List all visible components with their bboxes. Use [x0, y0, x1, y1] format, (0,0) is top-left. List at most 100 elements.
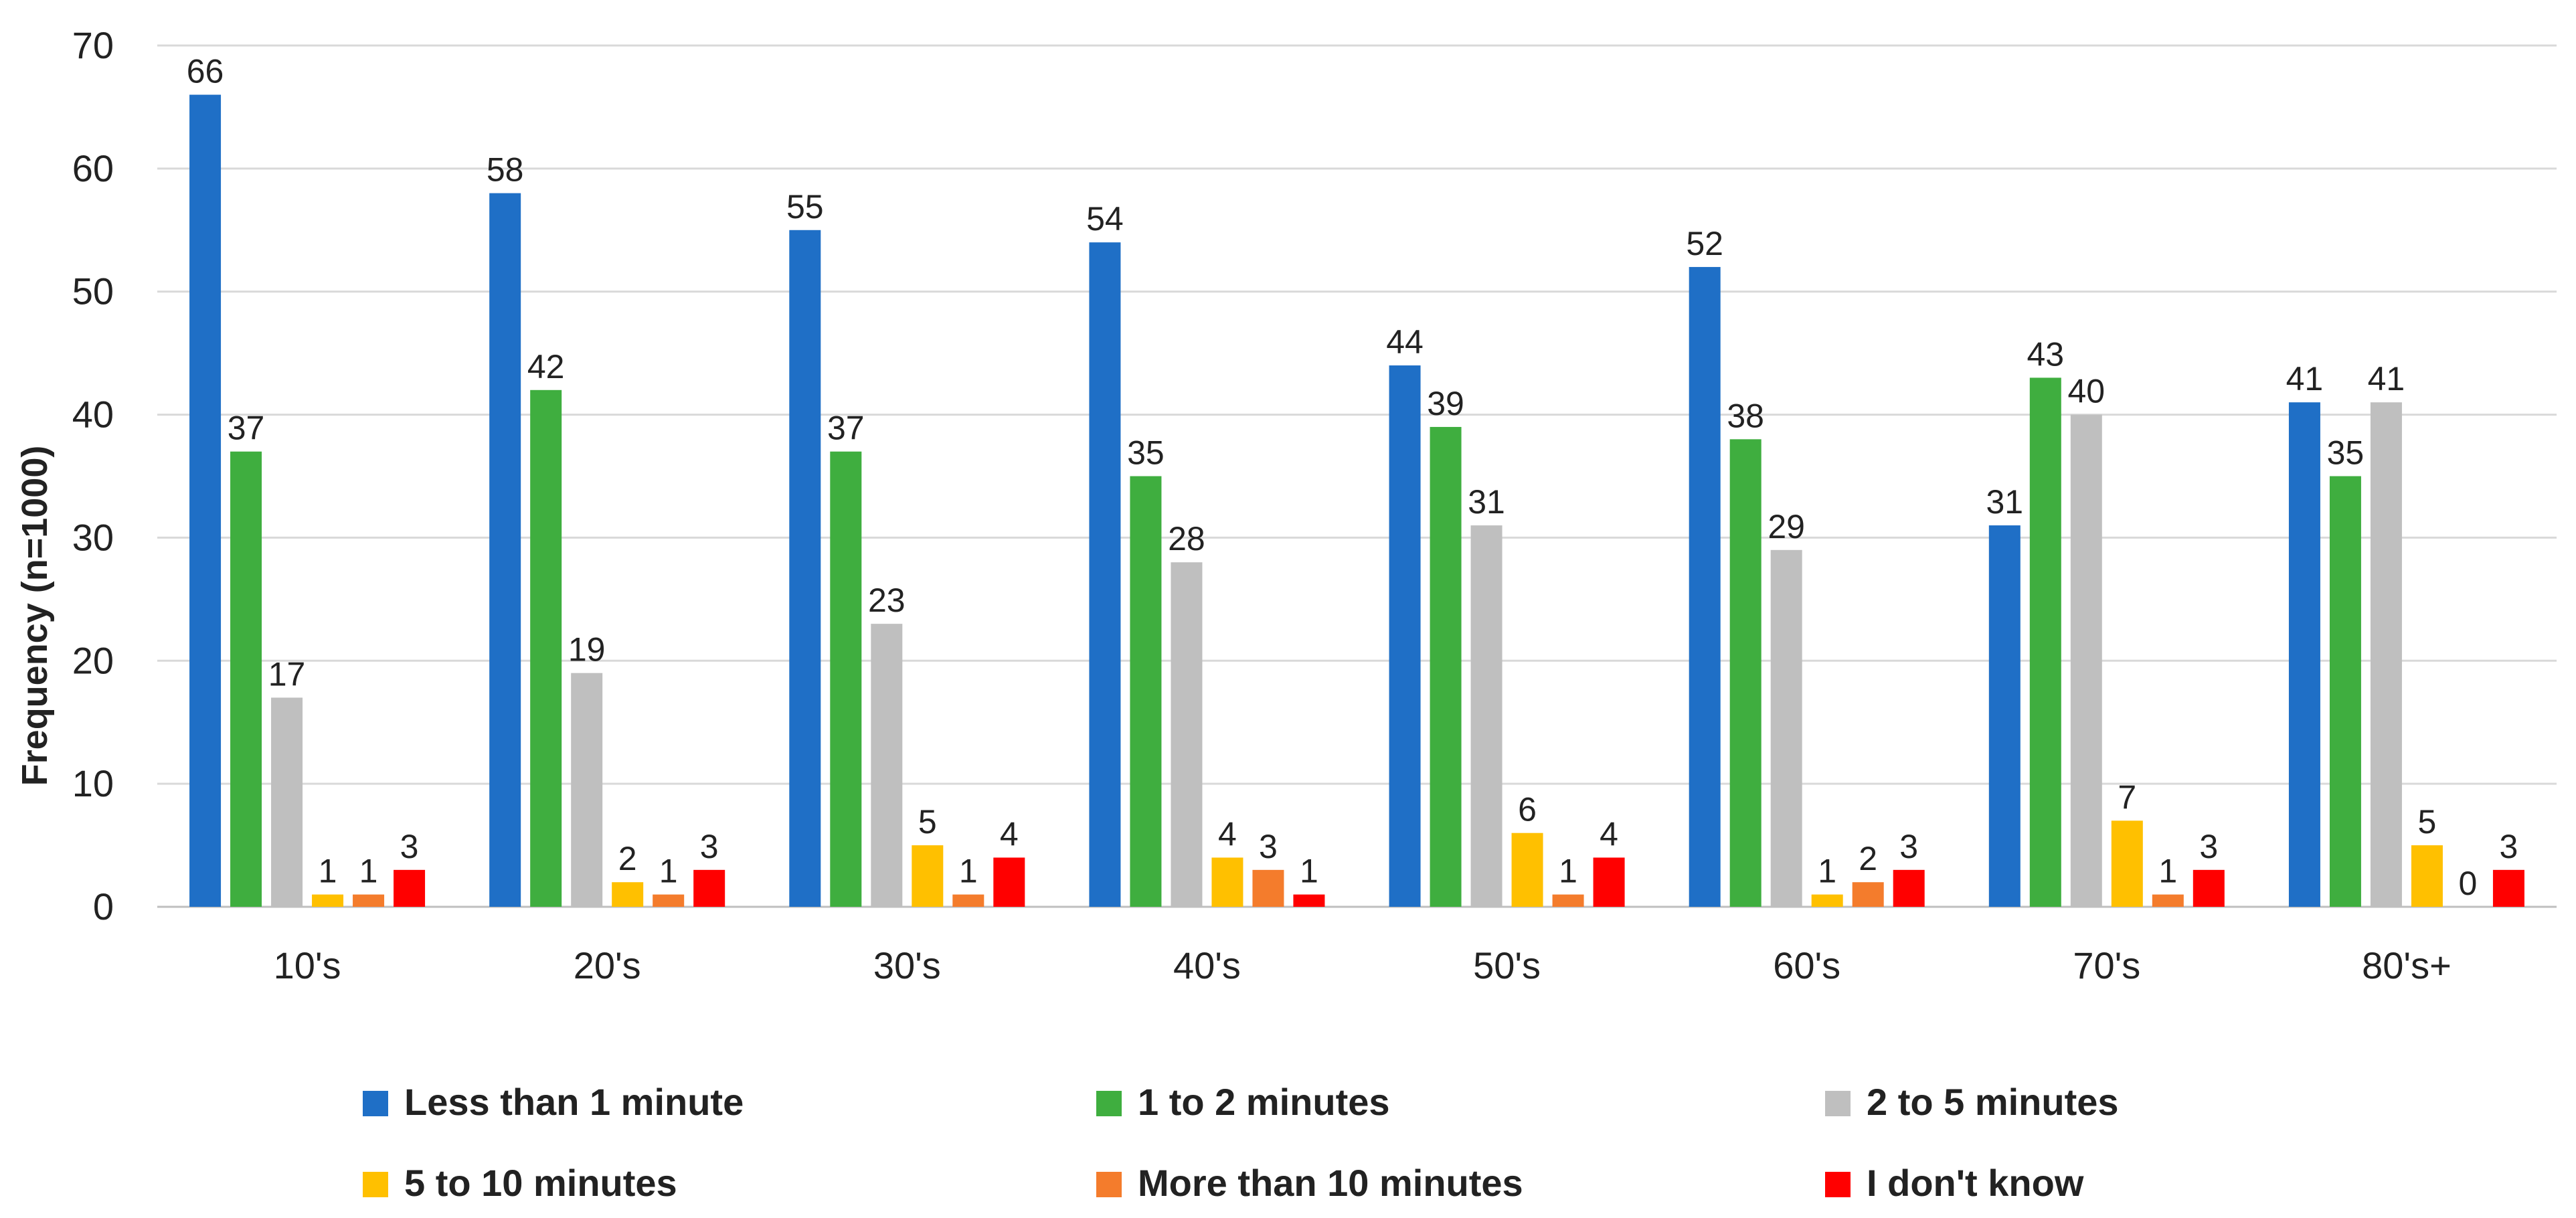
data-label: 28: [1168, 520, 1205, 557]
bar: [2288, 402, 2320, 907]
legend-label: More than 10 minutes: [1138, 1162, 1523, 1204]
x-axis-categories: 10's 20's 30's 40's 50's 60's 70's 80's+: [274, 944, 2452, 986]
data-label: 1: [2158, 853, 2177, 890]
legend-swatch: [363, 1091, 388, 1116]
data-label: 3: [2199, 828, 2218, 865]
bar: [1988, 525, 2021, 907]
legend-label: Less than 1 minute: [404, 1081, 744, 1123]
bar: [353, 894, 385, 907]
data-label: 35: [2327, 434, 2365, 472]
bar: [1770, 549, 1802, 907]
x-category-label: 70's: [2073, 944, 2140, 986]
bar: [571, 673, 603, 907]
bar: [271, 697, 303, 907]
data-label: 1: [1818, 853, 1836, 890]
data-label: 4: [1000, 815, 1019, 853]
data-label: 3: [2500, 828, 2518, 865]
bar: [530, 389, 562, 907]
data-label: 17: [268, 655, 306, 693]
bar: [230, 451, 262, 907]
bar: [1729, 439, 1762, 907]
bar: [1593, 857, 1625, 907]
data-label: 1: [359, 853, 378, 890]
data-label: 19: [568, 631, 606, 669]
y-tick-label: 40: [72, 394, 114, 436]
bar: [1511, 833, 1543, 907]
legend-label: 5 to 10 minutes: [404, 1162, 677, 1204]
bar: [612, 882, 644, 907]
data-label: 37: [827, 410, 865, 447]
legend: Less than 1 minute 1 to 2 minutes 2 to 5 m…: [363, 1081, 2119, 1204]
bar: [830, 451, 862, 907]
bar: [2370, 402, 2402, 907]
data-label: 43: [2027, 335, 2065, 373]
bar: [653, 894, 685, 907]
data-label: 1: [1300, 853, 1318, 890]
data-label: 66: [187, 53, 224, 90]
y-tick-label: 60: [72, 147, 114, 189]
legend-swatch: [1825, 1172, 1851, 1197]
data-label: 31: [1468, 483, 1505, 521]
data-label: 3: [400, 828, 419, 865]
bar: [1252, 869, 1284, 907]
bar: [2111, 820, 2143, 907]
bar: [1893, 869, 1925, 907]
data-label: 1: [959, 853, 978, 890]
bar: [1470, 525, 1502, 907]
data-label: 7: [2118, 778, 2136, 816]
bar: [1211, 857, 1243, 907]
data-label: 54: [1086, 200, 1124, 238]
bar: [1811, 894, 1843, 907]
legend-swatch: [363, 1172, 388, 1197]
x-category-label: 60's: [1773, 944, 1840, 986]
data-label: 4: [1218, 815, 1237, 853]
data-label: 29: [1768, 508, 1805, 545]
data-label: 52: [1686, 225, 1723, 262]
data-label: 37: [228, 410, 265, 447]
legend-label: 1 to 2 minutes: [1138, 1081, 1390, 1123]
data-label: 58: [487, 151, 524, 189]
data-label: 1: [659, 853, 678, 890]
bar: [1430, 426, 1462, 907]
y-tick-label: 0: [93, 885, 114, 928]
bar: [912, 845, 944, 907]
bar: [871, 624, 903, 907]
bar: [2193, 869, 2225, 907]
legend-swatch: [1825, 1091, 1851, 1116]
x-category-label: 20's: [574, 944, 641, 986]
data-label: 42: [527, 348, 565, 385]
data-label: 2: [1859, 840, 1877, 877]
data-label: 3: [1259, 828, 1278, 865]
bar: [1552, 894, 1584, 907]
bar: [1852, 882, 1884, 907]
data-label: 40: [2068, 373, 2106, 410]
bar: [1089, 242, 1121, 907]
y-axis-ticks: 0 10 20 30 40 50 60 70: [72, 24, 114, 928]
bar: [394, 869, 426, 907]
data-label: 2: [618, 840, 637, 877]
bar: [789, 230, 821, 907]
data-label: 41: [2368, 360, 2405, 398]
legend-label: I don't know: [1867, 1162, 2084, 1204]
y-tick-label: 30: [72, 516, 114, 558]
legend-label: 2 to 5 minutes: [1867, 1081, 2119, 1123]
bar: [1689, 266, 1721, 907]
x-category-label: 10's: [274, 944, 341, 986]
y-tick-label: 10: [72, 762, 114, 804]
data-label: 6: [1518, 791, 1537, 829]
bar: [2070, 414, 2102, 907]
bar: [312, 894, 344, 907]
bar: [693, 869, 725, 907]
data-label: 23: [868, 582, 906, 619]
data-label: 1: [1559, 853, 1577, 890]
y-tick-label: 70: [72, 24, 114, 66]
bar: [2329, 476, 2361, 907]
y-tick-label: 20: [72, 639, 114, 681]
bar: [2492, 869, 2524, 907]
data-label: 44: [1386, 323, 1424, 361]
bar: [993, 857, 1025, 907]
data-label: 39: [1427, 385, 1464, 422]
data-label: 31: [1986, 483, 2024, 521]
x-category-label: 30's: [873, 944, 941, 986]
